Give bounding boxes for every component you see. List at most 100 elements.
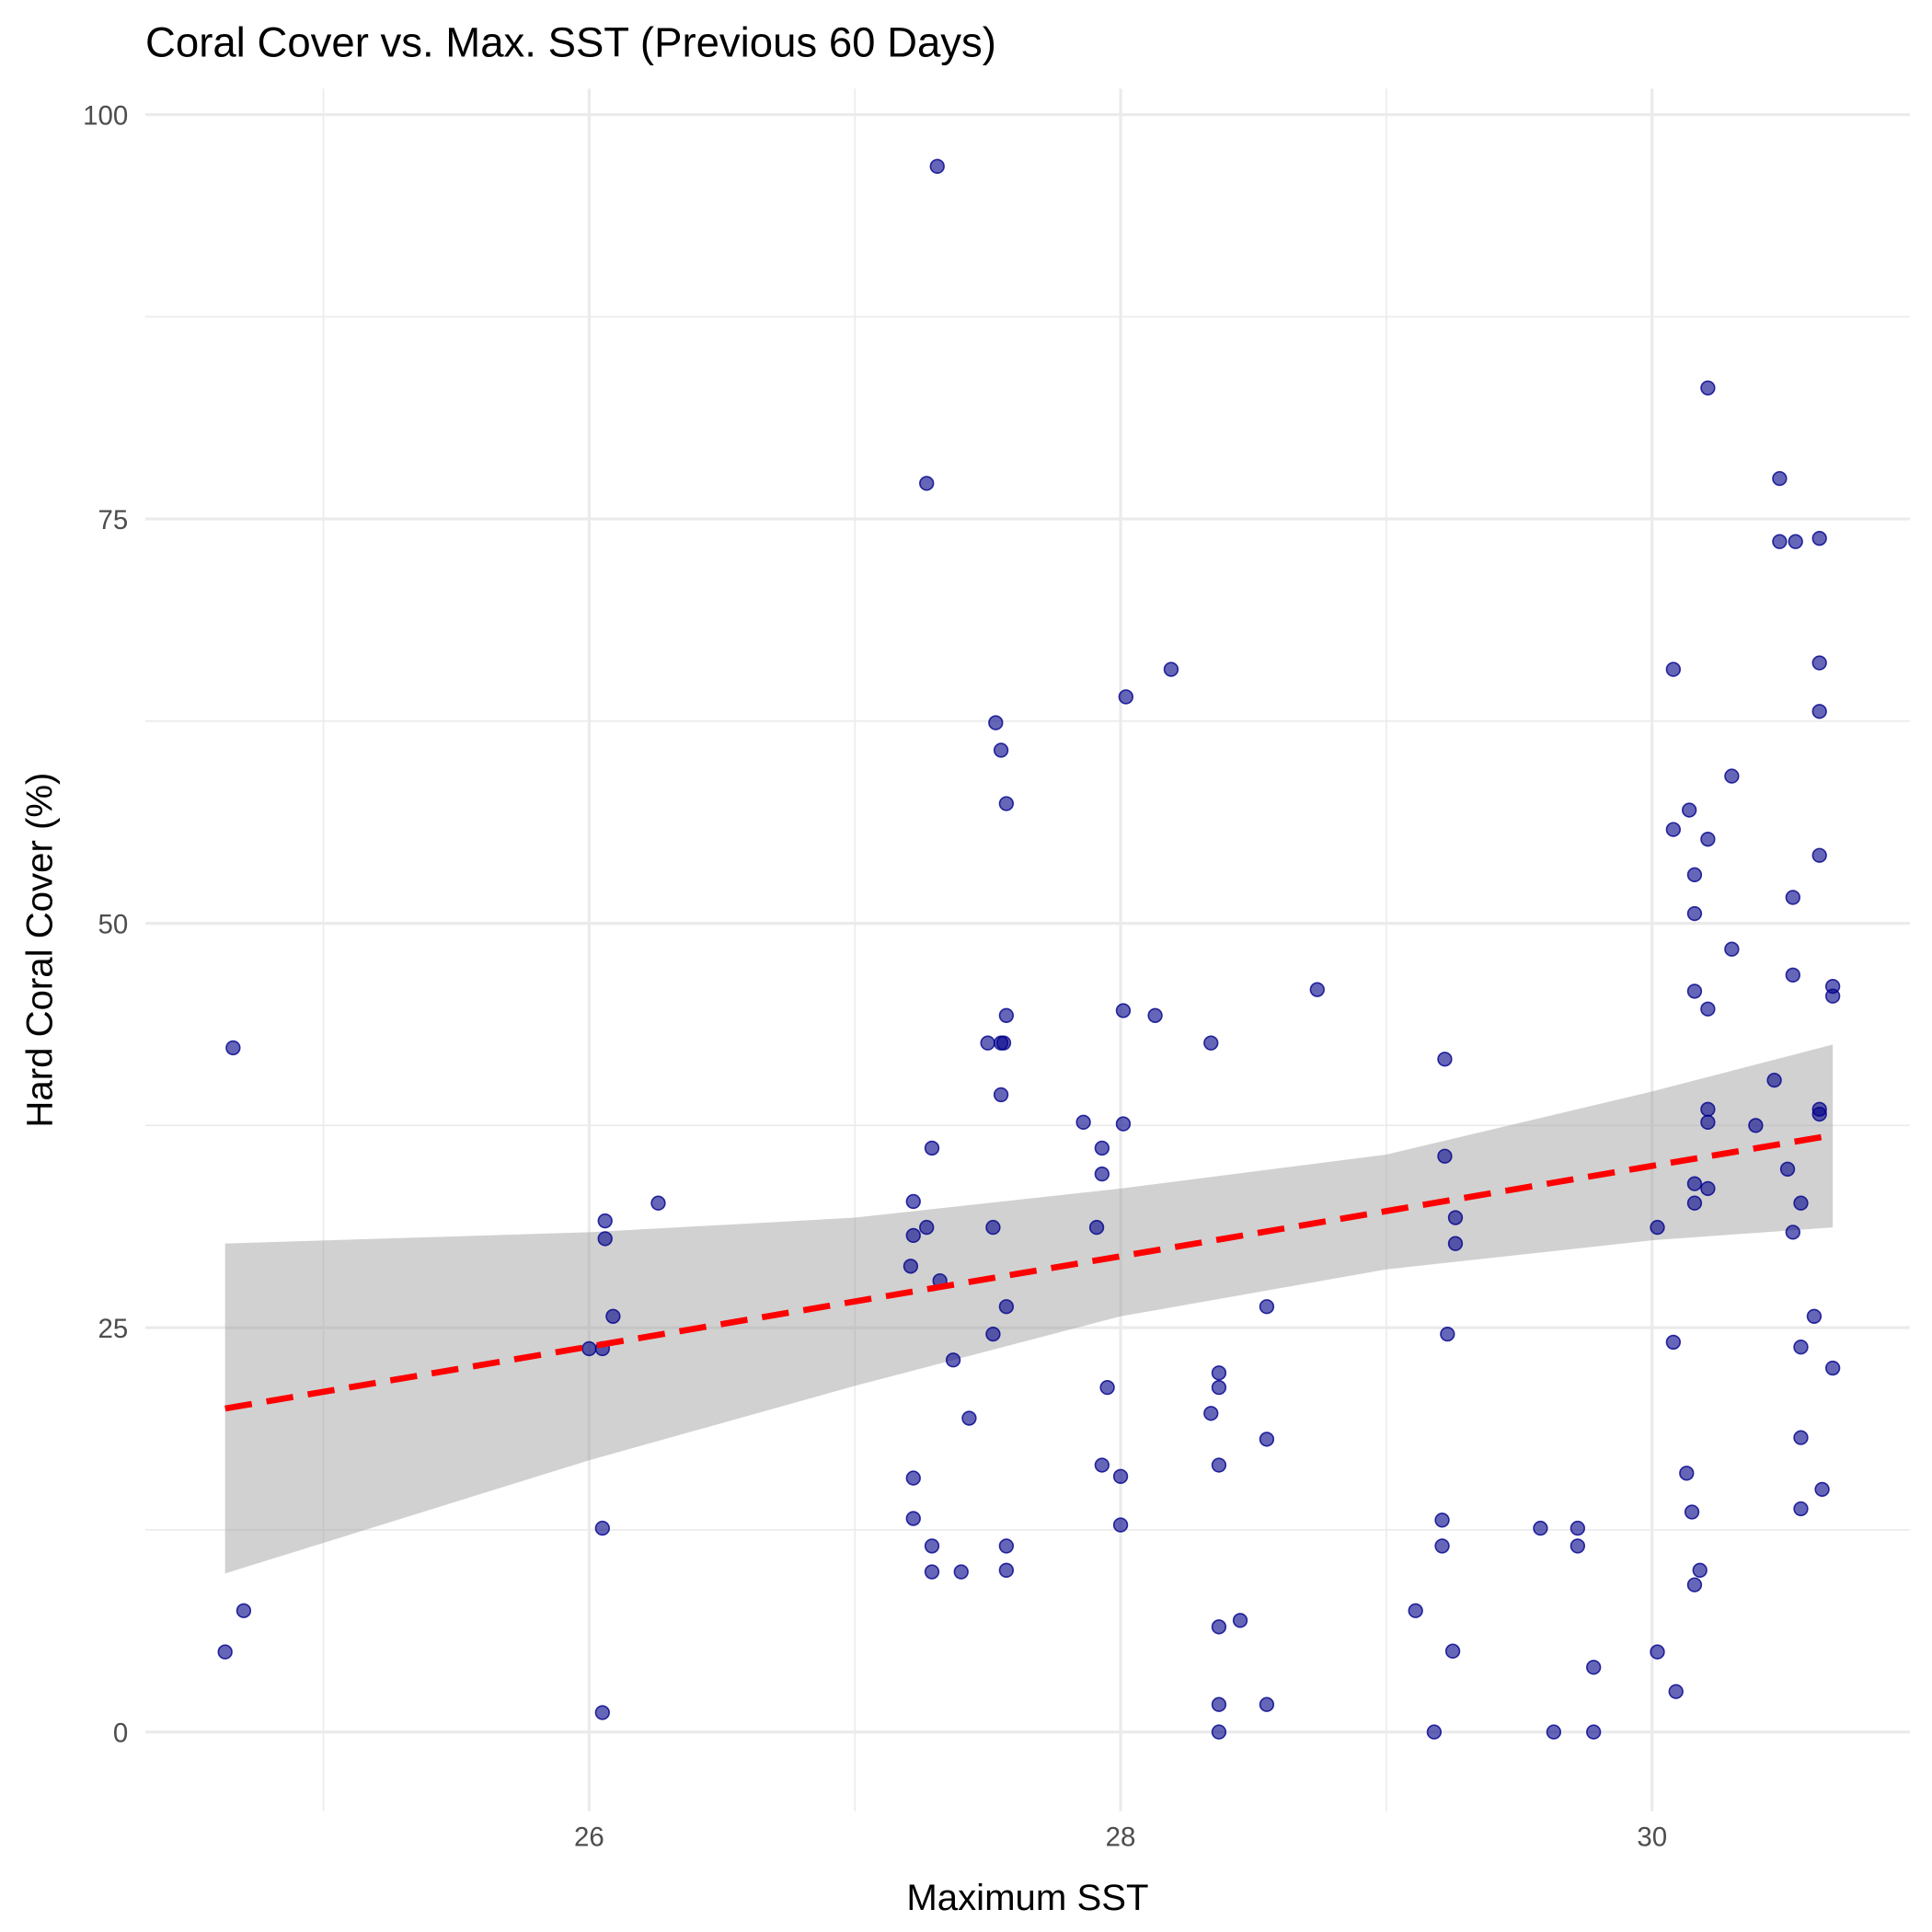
data-point bbox=[1665, 822, 1682, 837]
data-point bbox=[217, 1644, 233, 1660]
data-point bbox=[905, 1470, 921, 1486]
data-point bbox=[953, 1564, 969, 1580]
data-point bbox=[1259, 1696, 1275, 1712]
data-point bbox=[1440, 1326, 1455, 1342]
data-point bbox=[1766, 1072, 1782, 1088]
data-point bbox=[1570, 1520, 1586, 1536]
data-point bbox=[1211, 1619, 1227, 1635]
y-tick-label: 75 bbox=[98, 505, 129, 535]
data-point bbox=[1811, 1106, 1827, 1122]
data-point bbox=[919, 1219, 935, 1236]
data-point bbox=[1793, 1340, 1809, 1355]
data-point bbox=[924, 1538, 940, 1554]
data-point bbox=[998, 1538, 1015, 1554]
data-point bbox=[650, 1195, 666, 1211]
data-point bbox=[225, 1040, 241, 1056]
data-point bbox=[1437, 1052, 1453, 1067]
data-point bbox=[1426, 1724, 1443, 1740]
chart-title: Coral Cover vs. Max. SST (Previous 60 Da… bbox=[145, 19, 996, 66]
data-point bbox=[1094, 1457, 1110, 1473]
data-point bbox=[1811, 530, 1827, 546]
data-point bbox=[1211, 1365, 1227, 1381]
data-point bbox=[1088, 1219, 1105, 1236]
data-point bbox=[605, 1308, 621, 1324]
data-point bbox=[1788, 534, 1803, 549]
data-point bbox=[1094, 1166, 1110, 1182]
data-point bbox=[1686, 1577, 1703, 1593]
grid bbox=[145, 88, 1910, 1811]
data-point bbox=[1259, 1299, 1275, 1315]
data-point bbox=[1650, 1219, 1665, 1236]
data-point bbox=[1681, 802, 1697, 818]
data-point bbox=[1814, 1481, 1830, 1498]
data-point bbox=[594, 1520, 610, 1536]
data-point bbox=[1724, 941, 1740, 957]
x-tick-label: 26 bbox=[574, 1822, 604, 1852]
data-point bbox=[1679, 1466, 1695, 1481]
data-point bbox=[1806, 1308, 1823, 1324]
data-point bbox=[1811, 847, 1827, 863]
data-point bbox=[1211, 1457, 1227, 1473]
data-point bbox=[597, 1231, 613, 1247]
data-point bbox=[597, 1213, 613, 1229]
y-tick-label: 0 bbox=[113, 1718, 128, 1748]
data-point bbox=[1094, 1140, 1110, 1156]
data-point bbox=[1811, 704, 1827, 719]
data-point bbox=[1686, 905, 1703, 922]
data-point bbox=[980, 1035, 995, 1051]
data-point bbox=[1203, 1406, 1219, 1421]
data-point bbox=[1586, 1660, 1602, 1675]
data-point bbox=[1686, 867, 1703, 883]
data-point bbox=[1779, 1161, 1796, 1177]
confidence-band-layer bbox=[224, 1044, 1834, 1574]
data-point bbox=[1772, 470, 1788, 487]
data-point bbox=[961, 1410, 977, 1426]
x-axis-title: Maximum SST bbox=[906, 1877, 1148, 1918]
data-point bbox=[1259, 1432, 1275, 1447]
data-point bbox=[1700, 1114, 1716, 1130]
y-tick-label: 50 bbox=[98, 909, 129, 939]
data-point bbox=[1546, 1724, 1562, 1740]
data-point bbox=[1115, 1003, 1132, 1018]
y-axis-title: Hard Coral Cover (%) bbox=[18, 773, 60, 1128]
data-point bbox=[998, 1562, 1015, 1578]
trend-layer bbox=[224, 1132, 1834, 1412]
data-point bbox=[924, 1564, 940, 1580]
data-point bbox=[929, 158, 945, 174]
data-point bbox=[1586, 1724, 1602, 1740]
data-point bbox=[905, 1193, 921, 1210]
data-point bbox=[1163, 661, 1179, 677]
data-point bbox=[985, 1219, 1001, 1236]
data-point bbox=[1824, 1360, 1841, 1376]
data-point bbox=[1447, 1210, 1464, 1225]
data-point bbox=[1700, 1180, 1716, 1197]
data-point bbox=[1650, 1644, 1665, 1660]
data-point bbox=[1533, 1520, 1548, 1536]
data-point bbox=[1444, 1643, 1461, 1659]
y-tick-label: 100 bbox=[83, 100, 128, 131]
data-point bbox=[988, 715, 1004, 730]
data-point bbox=[1785, 890, 1800, 905]
data-point bbox=[1785, 1225, 1800, 1240]
y-tick-label: 25 bbox=[98, 1314, 129, 1344]
data-point bbox=[1434, 1512, 1450, 1528]
data-point bbox=[1211, 1696, 1227, 1712]
data-point bbox=[1112, 1517, 1129, 1533]
data-point bbox=[1668, 1684, 1684, 1699]
x-tick-label: 28 bbox=[1106, 1822, 1136, 1852]
data-point bbox=[1793, 1195, 1809, 1211]
confidence-band bbox=[224, 1044, 1834, 1574]
data-point bbox=[1700, 1101, 1716, 1117]
data-point bbox=[1686, 983, 1703, 999]
data-point bbox=[581, 1340, 597, 1357]
data-point bbox=[1437, 1148, 1453, 1164]
data-point bbox=[1099, 1379, 1115, 1396]
data-point bbox=[1686, 1176, 1703, 1191]
data-point bbox=[905, 1511, 921, 1526]
data-point bbox=[1408, 1603, 1423, 1618]
data-point bbox=[1118, 689, 1134, 705]
data-point bbox=[1203, 1035, 1219, 1051]
data-point bbox=[903, 1259, 919, 1274]
data-point bbox=[1570, 1538, 1586, 1554]
